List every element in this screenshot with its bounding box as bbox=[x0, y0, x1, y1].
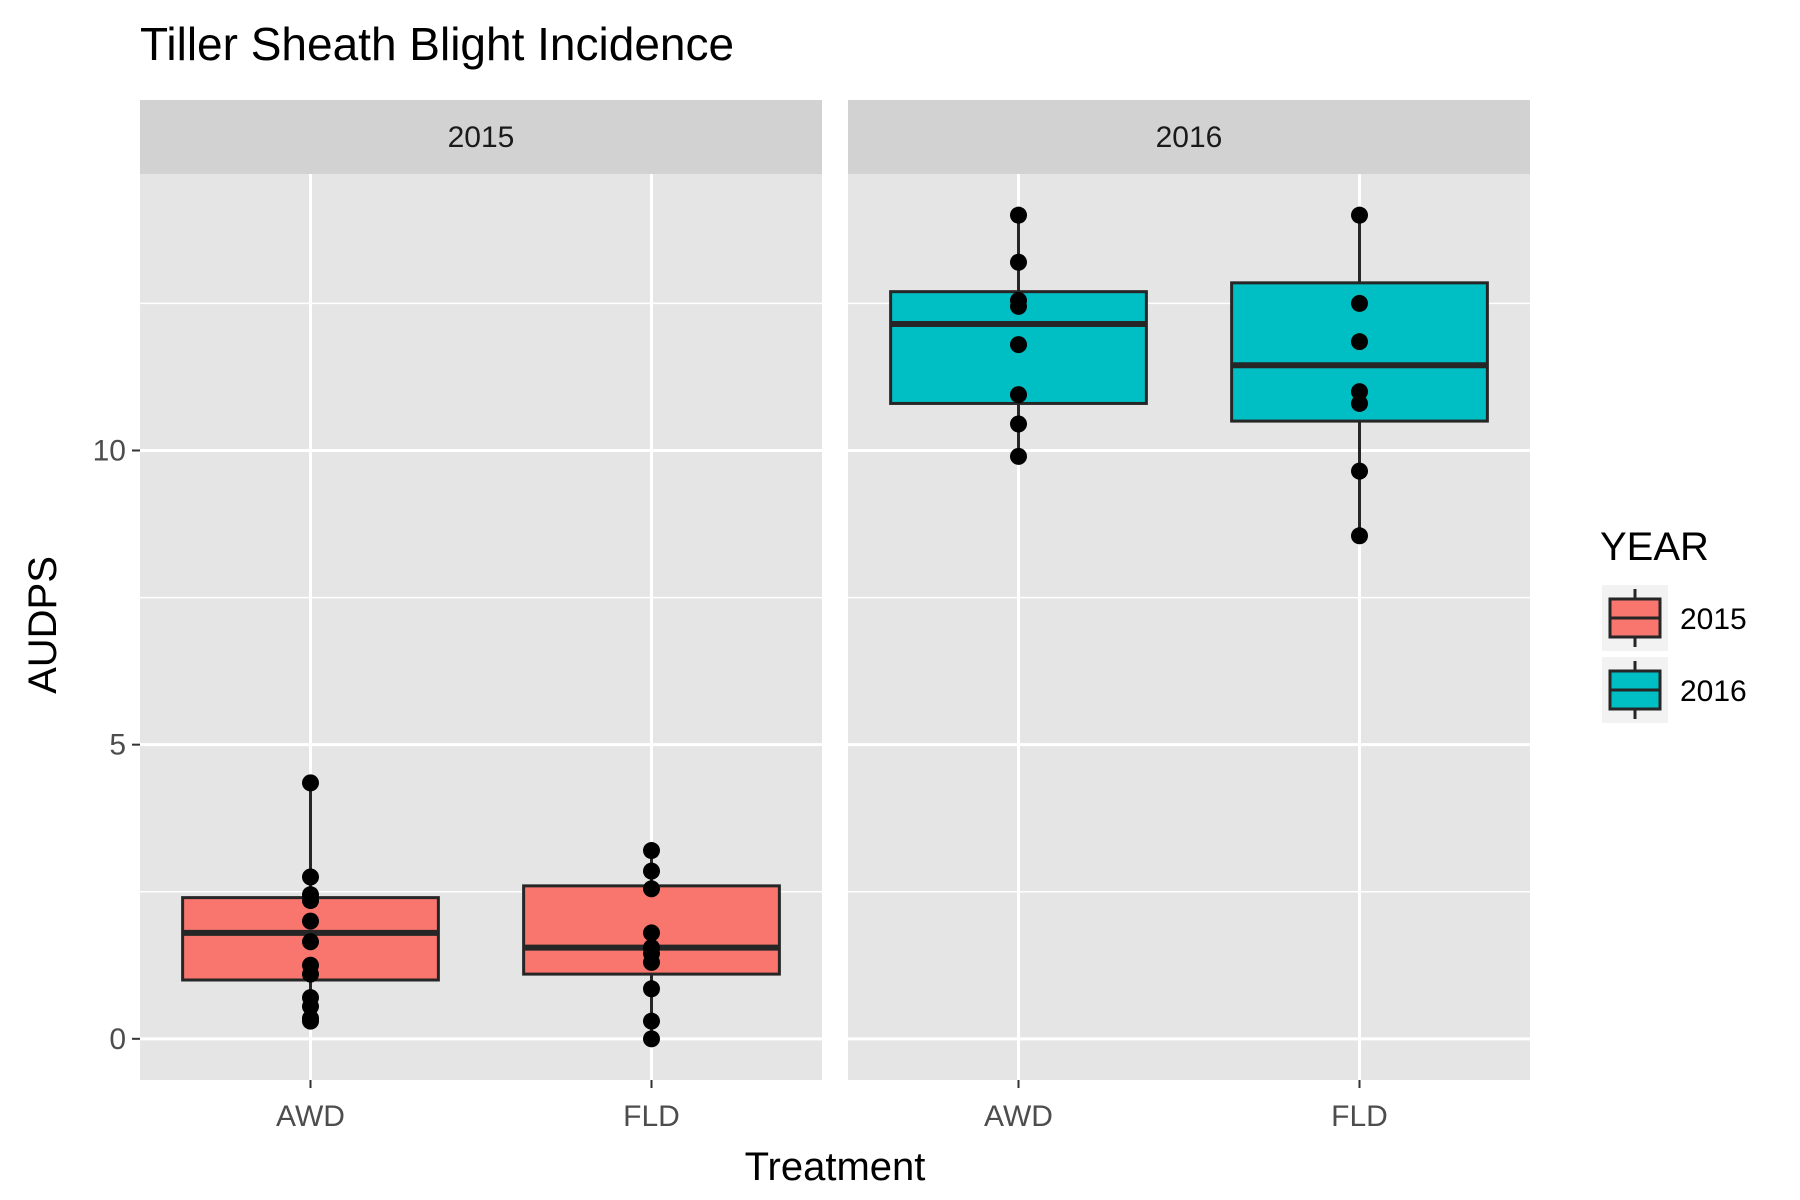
x-tick-label: FLD bbox=[1331, 1100, 1388, 1133]
legend-label: 2015 bbox=[1680, 603, 1747, 636]
data-point bbox=[302, 868, 319, 886]
legend-entry-2016: 2016 bbox=[1602, 657, 1747, 723]
data-point bbox=[1010, 253, 1027, 271]
data-point bbox=[1351, 527, 1368, 545]
facet-2016: 2016 AWD FLD bbox=[848, 100, 1530, 1133]
legend: YEAR 2015 2016 bbox=[1600, 525, 1747, 723]
data-point bbox=[643, 862, 660, 880]
data-point bbox=[643, 953, 660, 971]
data-point bbox=[302, 912, 319, 930]
data-point bbox=[302, 774, 319, 792]
facet-strip-label: 2015 bbox=[448, 121, 515, 154]
y-tick-label: 0 bbox=[109, 1023, 126, 1056]
data-point bbox=[302, 933, 319, 951]
y-axis: 0 5 10 bbox=[93, 435, 140, 1056]
legend-title: YEAR bbox=[1600, 525, 1709, 569]
chart-title: Tiller Sheath Blight Incidence bbox=[140, 18, 734, 70]
x-tick-label: FLD bbox=[623, 1100, 680, 1133]
data-point bbox=[302, 1012, 319, 1030]
x-axis-title: Treatment bbox=[745, 1145, 926, 1189]
data-point bbox=[1010, 415, 1027, 433]
data-point bbox=[1010, 206, 1027, 224]
x-tick-label: AWD bbox=[984, 1100, 1053, 1133]
data-point bbox=[302, 997, 319, 1015]
data-point bbox=[1351, 333, 1368, 351]
facet-strip-label: 2016 bbox=[1156, 121, 1223, 154]
data-point bbox=[1010, 447, 1027, 465]
y-tick-label: 5 bbox=[109, 729, 126, 762]
data-point bbox=[643, 842, 660, 860]
data-point bbox=[643, 880, 660, 898]
data-point bbox=[1010, 336, 1027, 354]
box-2016-AWD bbox=[889, 206, 1148, 465]
box-2015-AWD bbox=[181, 774, 440, 1030]
data-point bbox=[1351, 383, 1368, 401]
box-2015-FLD bbox=[522, 842, 781, 1048]
y-axis-title: AUDPS bbox=[21, 556, 65, 694]
data-point bbox=[302, 892, 319, 910]
legend-label: 2016 bbox=[1680, 675, 1747, 708]
data-point bbox=[1010, 297, 1027, 315]
data-point bbox=[1351, 206, 1368, 224]
data-point bbox=[643, 1030, 660, 1048]
facet-panels: 2015 AWD FLD 2016 AWD FLD bbox=[140, 100, 1530, 1133]
data-point bbox=[643, 924, 660, 942]
box-2016-FLD bbox=[1230, 206, 1489, 545]
facet-strip bbox=[140, 100, 822, 174]
facet-2015: 2015 AWD FLD bbox=[140, 100, 822, 1133]
y-tick-label: 10 bbox=[93, 435, 126, 468]
legend-entry-2015: 2015 bbox=[1602, 585, 1747, 651]
data-point bbox=[1351, 462, 1368, 480]
data-point bbox=[1010, 386, 1027, 404]
data-point bbox=[1351, 394, 1368, 412]
data-point bbox=[643, 1012, 660, 1030]
data-point bbox=[1351, 294, 1368, 312]
facet-strip bbox=[848, 100, 1530, 174]
data-point bbox=[302, 965, 319, 983]
x-tick-label: AWD bbox=[276, 1100, 345, 1133]
data-point bbox=[643, 980, 660, 998]
